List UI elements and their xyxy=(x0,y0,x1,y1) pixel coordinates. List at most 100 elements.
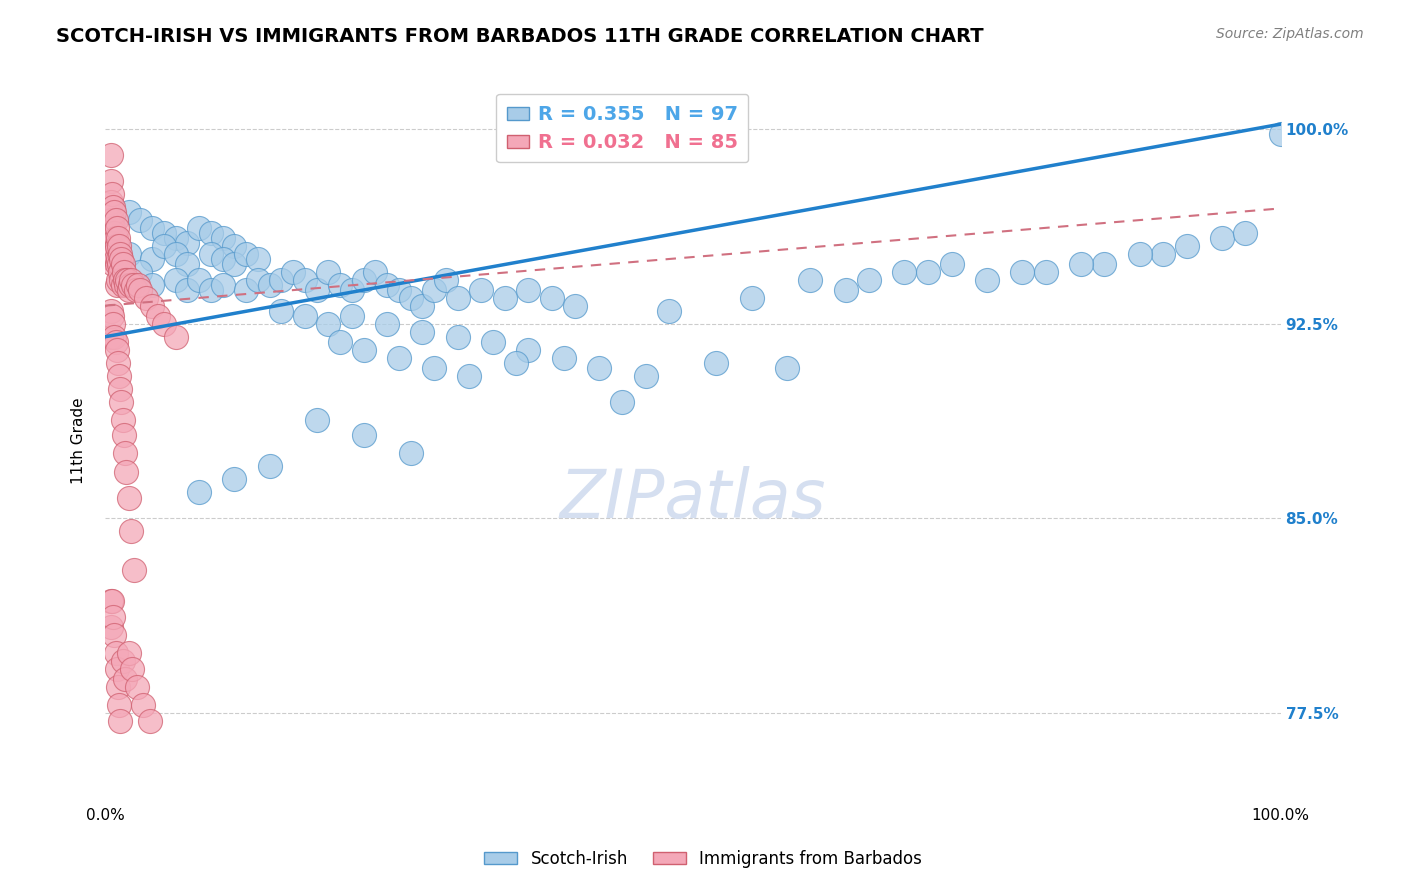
Point xyxy=(540,291,562,305)
Point xyxy=(1234,226,1257,240)
Point xyxy=(917,265,939,279)
Point xyxy=(117,283,139,297)
Point xyxy=(235,283,257,297)
Point xyxy=(124,283,146,297)
Point xyxy=(111,257,134,271)
Point xyxy=(470,283,492,297)
Point xyxy=(107,252,129,266)
Point xyxy=(100,174,122,188)
Point xyxy=(658,303,681,318)
Point xyxy=(105,277,128,292)
Point xyxy=(858,273,880,287)
Point xyxy=(447,330,470,344)
Point xyxy=(517,283,540,297)
Point xyxy=(165,247,187,261)
Point xyxy=(176,283,198,297)
Point xyxy=(976,273,998,287)
Point xyxy=(110,714,132,728)
Point xyxy=(103,330,125,344)
Point xyxy=(152,226,174,240)
Point xyxy=(176,257,198,271)
Point xyxy=(458,368,481,383)
Point xyxy=(259,459,281,474)
Point xyxy=(104,646,127,660)
Point xyxy=(200,226,222,240)
Point xyxy=(122,277,145,292)
Point xyxy=(115,465,138,479)
Point xyxy=(107,356,129,370)
Point xyxy=(612,394,634,409)
Point xyxy=(553,351,575,365)
Point xyxy=(108,698,131,712)
Point xyxy=(305,283,328,297)
Point xyxy=(104,231,127,245)
Point xyxy=(103,205,125,219)
Point xyxy=(108,368,131,383)
Point xyxy=(799,273,821,287)
Point xyxy=(129,283,152,297)
Point xyxy=(270,273,292,287)
Text: Source: ZipAtlas.com: Source: ZipAtlas.com xyxy=(1216,27,1364,41)
Point xyxy=(103,317,125,331)
Point xyxy=(107,273,129,287)
Point xyxy=(423,360,446,375)
Point xyxy=(117,646,139,660)
Point xyxy=(188,485,211,500)
Point xyxy=(318,317,340,331)
Point xyxy=(107,680,129,694)
Point xyxy=(165,231,187,245)
Point xyxy=(146,309,169,323)
Point xyxy=(1129,247,1152,261)
Point xyxy=(776,360,799,375)
Point xyxy=(340,283,363,297)
Text: ZIPatlas: ZIPatlas xyxy=(560,466,827,532)
Point xyxy=(211,277,233,292)
Point xyxy=(103,220,125,235)
Point xyxy=(114,273,136,287)
Point xyxy=(200,283,222,297)
Point xyxy=(834,283,856,297)
Point xyxy=(103,610,125,624)
Point xyxy=(103,628,125,642)
Point xyxy=(399,291,422,305)
Point xyxy=(104,252,127,266)
Point xyxy=(105,343,128,357)
Legend: R = 0.355   N = 97, R = 0.032   N = 85: R = 0.355 N = 97, R = 0.032 N = 85 xyxy=(496,94,748,162)
Point xyxy=(124,563,146,577)
Point xyxy=(353,343,375,357)
Point xyxy=(110,394,132,409)
Point xyxy=(120,273,142,287)
Point xyxy=(270,303,292,318)
Point xyxy=(110,382,132,396)
Point xyxy=(104,213,127,227)
Point xyxy=(120,524,142,539)
Point xyxy=(1152,247,1174,261)
Point xyxy=(100,303,122,318)
Point xyxy=(188,220,211,235)
Point xyxy=(364,265,387,279)
Point xyxy=(117,491,139,505)
Point xyxy=(1035,265,1057,279)
Legend: Scotch-Irish, Immigrants from Barbados: Scotch-Irish, Immigrants from Barbados xyxy=(477,844,929,875)
Point xyxy=(105,239,128,253)
Point xyxy=(104,334,127,349)
Point xyxy=(103,257,125,271)
Point xyxy=(131,698,153,712)
Point xyxy=(200,247,222,261)
Point xyxy=(588,360,610,375)
Point xyxy=(294,273,316,287)
Point xyxy=(110,247,132,261)
Point xyxy=(211,231,233,245)
Point xyxy=(100,620,122,634)
Point xyxy=(517,343,540,357)
Point xyxy=(111,413,134,427)
Point xyxy=(505,356,527,370)
Point xyxy=(135,291,157,305)
Point xyxy=(117,205,139,219)
Point xyxy=(110,252,132,266)
Point xyxy=(1270,128,1292,142)
Point xyxy=(100,213,122,227)
Point xyxy=(411,325,433,339)
Point xyxy=(110,265,132,279)
Point xyxy=(112,428,135,442)
